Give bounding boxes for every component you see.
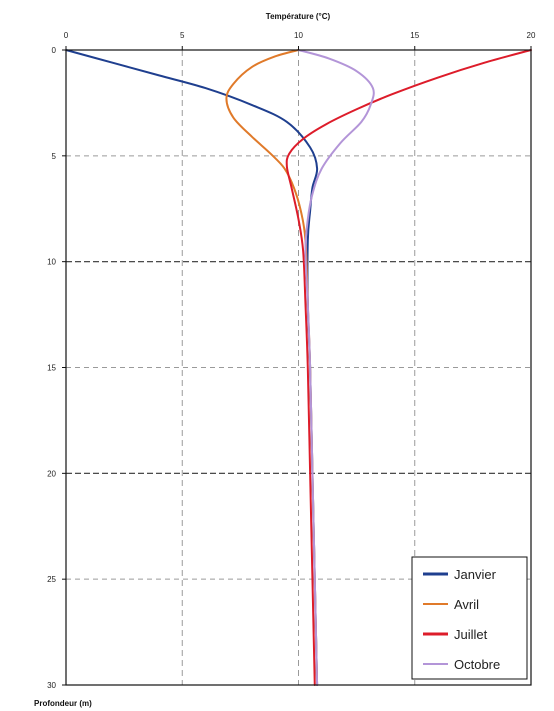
x-tick-label: 20 bbox=[527, 31, 536, 40]
y-axis-title: Profondeur (m) bbox=[34, 699, 92, 708]
legend-label-juillet: Juillet bbox=[454, 627, 488, 642]
y-tick-label: 0 bbox=[52, 46, 57, 55]
x-tick-label: 0 bbox=[64, 31, 69, 40]
y-tick-label: 20 bbox=[47, 469, 56, 478]
legend-box bbox=[411, 556, 528, 680]
y-tick-label: 25 bbox=[47, 575, 56, 584]
y-tick-label: 5 bbox=[52, 152, 57, 161]
series-group bbox=[65, 49, 532, 686]
legend-label-octobre: Octobre bbox=[454, 657, 500, 672]
legend-label-avril: Avril bbox=[454, 597, 479, 612]
x-tick-label: 10 bbox=[294, 31, 303, 40]
x-tick-label: 5 bbox=[180, 31, 185, 40]
y-tick-label: 30 bbox=[47, 681, 56, 690]
legend-label-janvier: Janvier bbox=[454, 567, 497, 582]
legend: Janvier Avril Juillet Octobre bbox=[411, 556, 528, 680]
y-tick-label: 15 bbox=[47, 364, 56, 373]
tick-marks bbox=[62, 46, 532, 686]
y-tick-labels: 0 5 10 15 20 25 30 bbox=[47, 46, 56, 690]
legend-items: Janvier Avril Juillet Octobre bbox=[423, 567, 500, 672]
series-line-octobre bbox=[297, 49, 375, 686]
x-tick-label: 15 bbox=[410, 31, 419, 40]
y-tick-label: 10 bbox=[47, 258, 56, 267]
series-line-juillet bbox=[285, 49, 532, 686]
x-tick-labels: 0 5 10 15 20 bbox=[64, 31, 536, 40]
x-axis-title: Température (°C) bbox=[266, 12, 331, 21]
